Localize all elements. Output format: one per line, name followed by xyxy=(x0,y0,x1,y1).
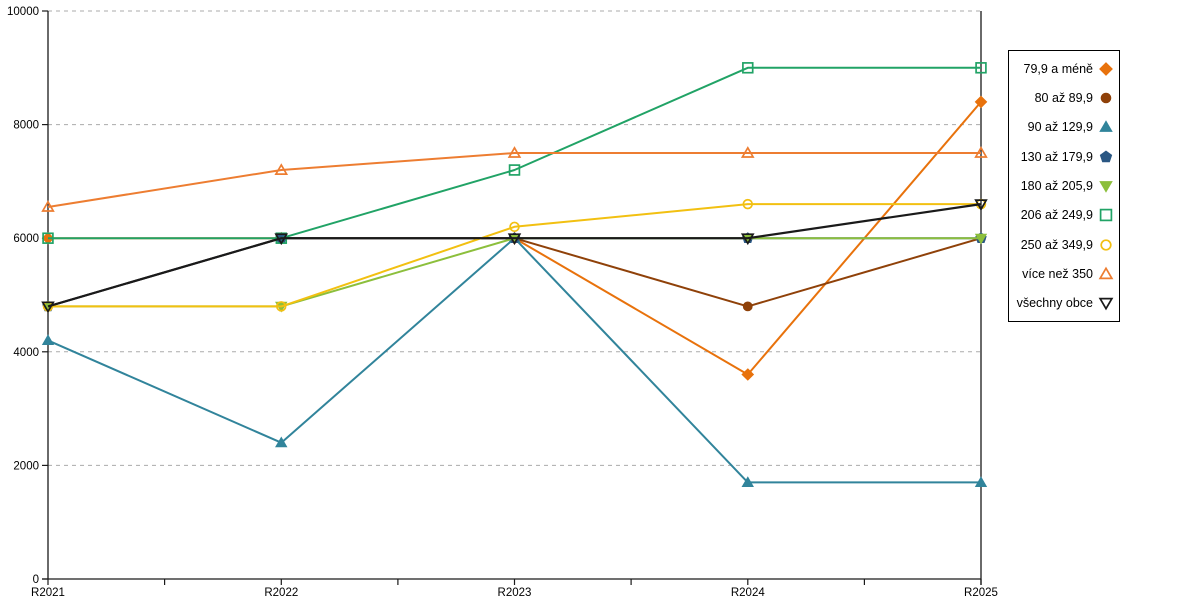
legend-marker-shape xyxy=(1099,61,1113,76)
legend-item-2: 90 až 129,9 xyxy=(1009,113,1119,141)
x-tick-label: R2025 xyxy=(964,587,998,599)
circle-marker-icon xyxy=(1100,92,1112,104)
series-line-7 xyxy=(47,152,981,208)
legend-item-7: více než 350 xyxy=(1009,260,1119,288)
series-6-marker xyxy=(742,198,753,210)
y-tick-label: 2000 xyxy=(13,460,39,472)
series-2-marker xyxy=(41,334,55,345)
chart-legend: 79,9 a méně 80 až 89,9 90 až 129,9 130 až 1… xyxy=(1008,50,1120,322)
series-0-marker xyxy=(974,95,988,109)
series-line-8 xyxy=(47,203,982,308)
legend-label: více než 350 xyxy=(1022,266,1093,281)
series-7-marker xyxy=(740,146,755,158)
legend-label: 250 až 349,9 xyxy=(1020,237,1093,252)
series-2-marker xyxy=(741,476,754,487)
triangle-down-marker-icon xyxy=(1099,181,1113,193)
legend-label: 80 až 89,9 xyxy=(1034,90,1093,105)
legend-marker-shape xyxy=(1100,92,1112,104)
legend-item-5: 206 až 249,9 xyxy=(1009,201,1119,229)
series-8-marker xyxy=(974,199,988,212)
series-line-6 xyxy=(48,203,981,308)
legend-label: všechny obce xyxy=(1016,296,1093,311)
series-line-4 xyxy=(48,237,981,308)
series-6-marker xyxy=(276,301,287,312)
y-tick-label: 0 xyxy=(33,574,39,586)
legend-marker-shape xyxy=(1099,209,1113,222)
series-6-marker xyxy=(509,221,520,233)
series-5-marker xyxy=(42,232,54,244)
legend-label: 130 až 179,9 xyxy=(1020,149,1093,164)
series-7-marker xyxy=(974,146,988,158)
circle-marker-icon xyxy=(1100,238,1112,251)
legend-label: 79,9 a méně xyxy=(1023,61,1094,76)
x-tick-label: R2024 xyxy=(731,587,765,599)
legend-marker-shape xyxy=(1098,298,1114,311)
legend-label: 206 až 249,9 xyxy=(1020,208,1093,223)
legend-label: 180 až 205,9 xyxy=(1020,178,1093,193)
series-8-marker xyxy=(507,233,522,246)
y-tick-label: 6000 xyxy=(13,233,39,245)
series-line-2 xyxy=(47,237,981,484)
pentagon-marker-icon xyxy=(1099,150,1113,162)
y-tick-label: 8000 xyxy=(13,120,39,132)
series-2-marker xyxy=(275,436,288,448)
diamond-marker-icon xyxy=(1099,61,1113,76)
y-tick-label: 4000 xyxy=(13,347,39,359)
legend-marker-shape xyxy=(1099,150,1113,162)
series-8-marker xyxy=(41,301,55,314)
series-2-marker xyxy=(974,476,988,487)
x-tick-label: R2023 xyxy=(498,587,532,599)
series-5-marker xyxy=(742,62,754,74)
legend-item-8: všechny obce xyxy=(1009,289,1119,317)
y-tick-label: 10000 xyxy=(7,6,39,18)
series-1-marker xyxy=(742,301,753,312)
series-line-3 xyxy=(47,237,981,308)
series-8-marker xyxy=(740,233,755,246)
series-line-1 xyxy=(47,237,982,308)
legend-marker-shape xyxy=(1099,181,1113,193)
series-8-marker xyxy=(274,233,289,246)
legend-item-1: 80 až 89,9 xyxy=(1009,84,1119,112)
series-5-marker xyxy=(508,164,521,176)
series-line-5 xyxy=(48,66,981,240)
series-7-marker xyxy=(41,200,55,212)
series-4-marker xyxy=(974,233,988,245)
x-tick-label: R2022 xyxy=(264,587,298,599)
triangle-up-marker-icon xyxy=(1099,120,1113,133)
legend-item-0: 79,9 a méně xyxy=(1009,55,1119,83)
triangle-up-marker-icon xyxy=(1098,266,1114,280)
square-marker-icon xyxy=(1099,209,1113,222)
legend-marker-shape xyxy=(1099,120,1113,133)
legend-marker-shape xyxy=(1098,266,1114,280)
series-7-marker xyxy=(507,146,522,158)
series-7-marker xyxy=(274,163,289,175)
series-0-marker xyxy=(741,368,755,381)
legend-item-6: 250 až 349,9 xyxy=(1009,231,1119,259)
x-tick-label: R2021 xyxy=(31,587,65,599)
triangle-down-marker-icon xyxy=(1098,298,1114,311)
legend-marker-shape xyxy=(1100,238,1112,251)
series-5-marker xyxy=(975,62,987,74)
legend-item-3: 130 až 179,9 xyxy=(1009,143,1119,171)
legend-label: 90 až 129,9 xyxy=(1027,120,1093,135)
legend-item-4: 180 až 205,9 xyxy=(1009,172,1119,200)
